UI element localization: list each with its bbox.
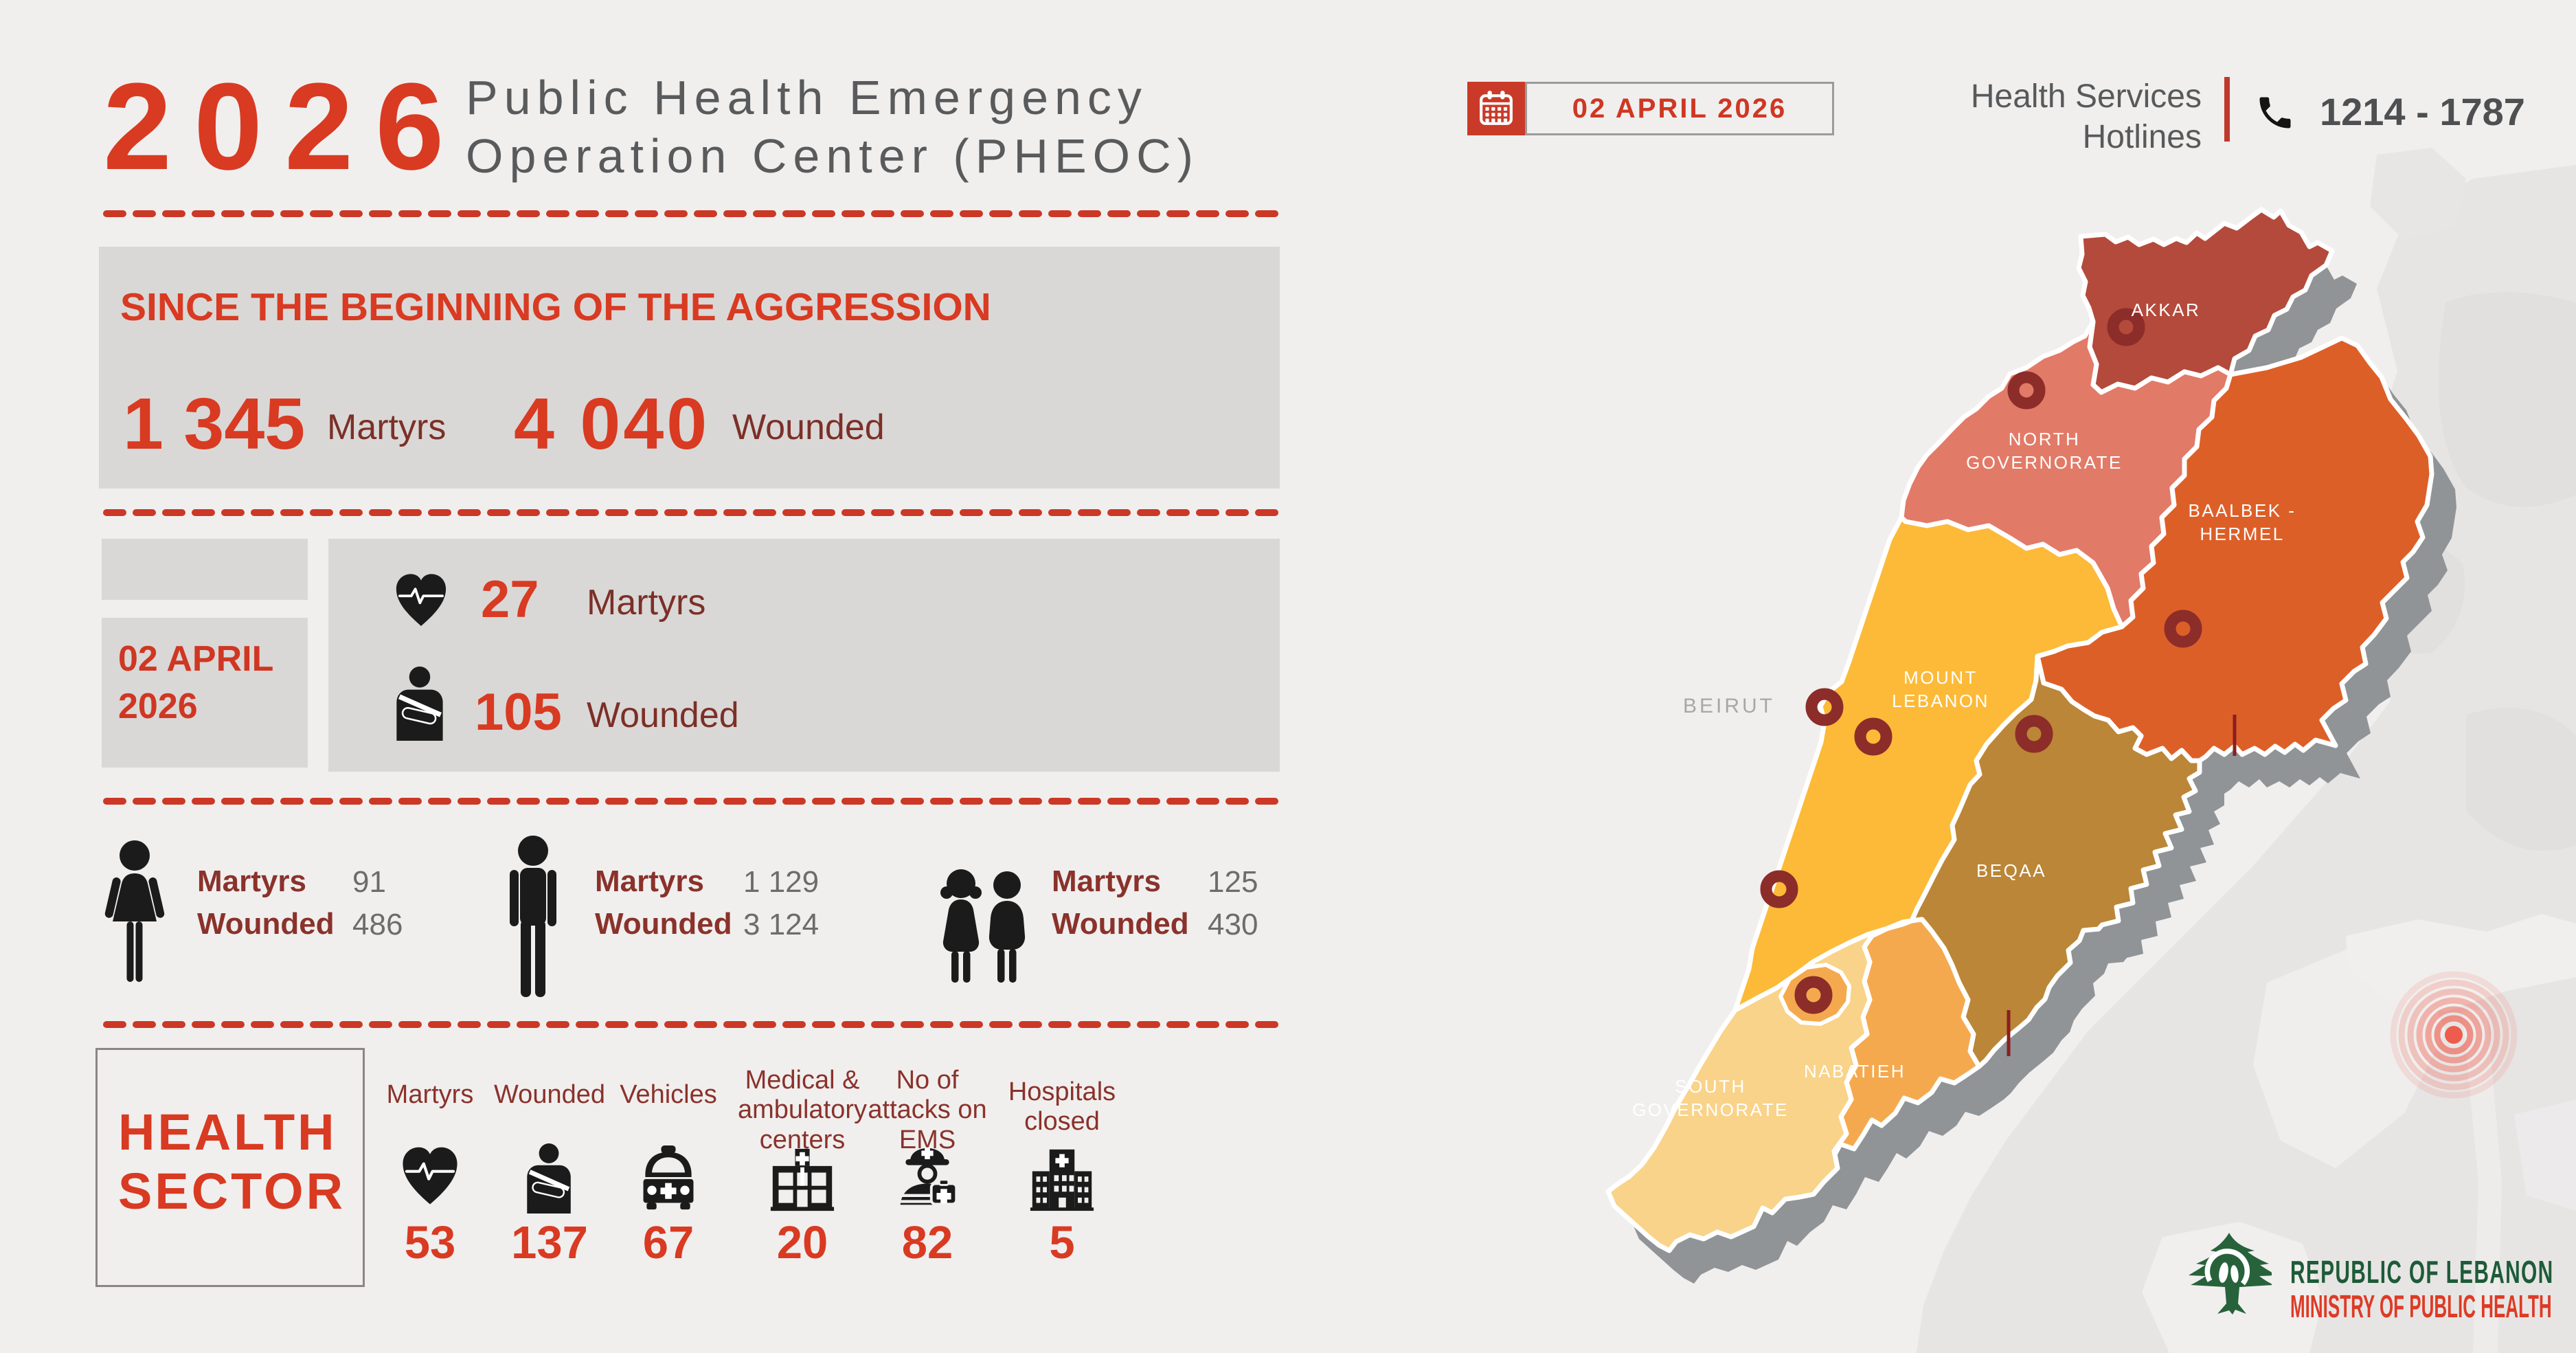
svg-text:BAALBEK -: BAALBEK -: [2189, 500, 2296, 521]
svg-text:LEBANON: LEBANON: [1892, 691, 1989, 711]
svg-text:NABATIEH: NABATIEH: [1804, 1061, 1906, 1082]
svg-text:GOVERNORATE: GOVERNORATE: [1632, 1099, 1789, 1120]
svg-text:AKKAR: AKKAR: [2132, 300, 2201, 320]
svg-text:NORTH: NORTH: [2009, 429, 2080, 449]
svg-text:MOUNT: MOUNT: [1903, 667, 1978, 688]
svg-text:SOUTH: SOUTH: [1675, 1076, 1746, 1097]
svg-text:BEQAA: BEQAA: [1976, 860, 2046, 881]
svg-text:HERMEL: HERMEL: [2200, 524, 2284, 544]
svg-text:GOVERNORATE: GOVERNORATE: [1966, 452, 2123, 473]
svg-text:BEIRUT: BEIRUT: [1683, 695, 1775, 717]
